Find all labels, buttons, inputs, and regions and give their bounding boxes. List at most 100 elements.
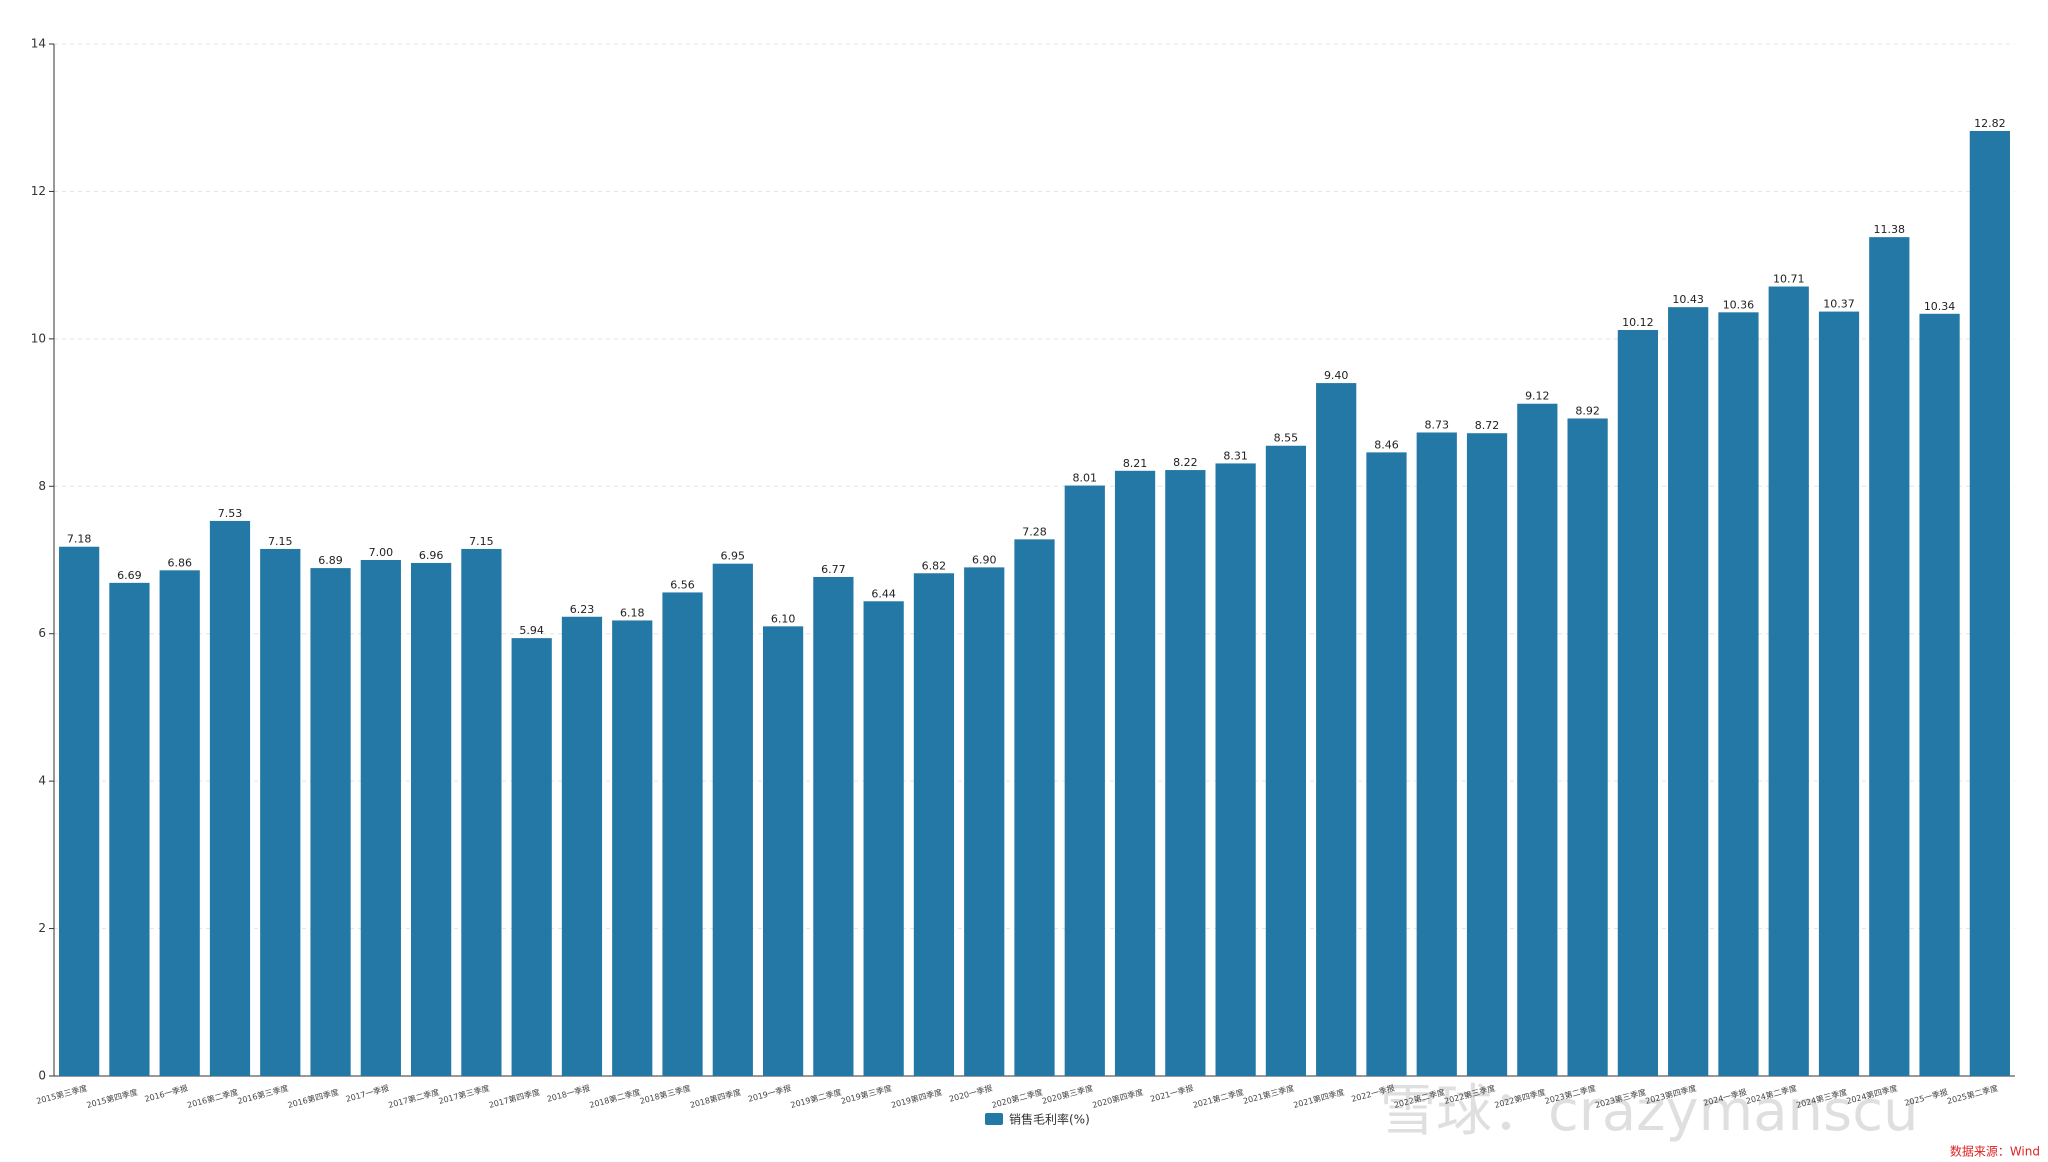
value-label: 7.53 xyxy=(218,507,243,520)
bar xyxy=(360,560,401,1076)
bar xyxy=(1265,445,1307,1076)
y-tick-label: 12 xyxy=(31,184,46,198)
value-label: 6.90 xyxy=(972,553,997,566)
value-label: 6.77 xyxy=(821,563,846,576)
x-tick-label: 2020第四季度 xyxy=(1091,1087,1144,1110)
x-tick-label: 2015第四季度 xyxy=(85,1087,138,1110)
x-tick-label: 2018第四季度 xyxy=(689,1087,742,1110)
x-tick-label: 2016第四季度 xyxy=(287,1087,340,1110)
bar xyxy=(159,570,200,1076)
bar xyxy=(1014,539,1055,1076)
y-tick-label: 4 xyxy=(38,774,46,788)
x-tick-label: 2017第四季度 xyxy=(488,1087,541,1110)
x-tick-label: 2017第三季度 xyxy=(437,1083,490,1106)
y-tick-label: 6 xyxy=(38,626,46,640)
bar xyxy=(913,573,955,1076)
bar xyxy=(411,562,452,1076)
bar xyxy=(813,576,854,1076)
value-label: 7.18 xyxy=(67,533,92,546)
bar xyxy=(260,548,301,1076)
bar xyxy=(1165,470,1206,1076)
value-label: 6.89 xyxy=(318,554,343,567)
value-label: 9.40 xyxy=(1324,369,1349,382)
value-label: 10.12 xyxy=(1622,316,1654,329)
value-label: 7.15 xyxy=(268,535,293,548)
x-tick-label: 2016一季报 xyxy=(143,1083,188,1104)
x-tick-label: 2016第二季度 xyxy=(186,1087,239,1110)
y-tick-label: 0 xyxy=(38,1069,46,1083)
value-label: 6.96 xyxy=(419,549,444,562)
value-label: 8.01 xyxy=(1073,472,1098,485)
value-label: 10.36 xyxy=(1723,298,1755,311)
value-label: 8.46 xyxy=(1374,438,1399,451)
bar xyxy=(1316,383,1357,1077)
bar xyxy=(1114,470,1156,1076)
value-label: 8.21 xyxy=(1123,457,1148,470)
value-label: 6.82 xyxy=(922,559,947,572)
x-tick-label: 2018一季报 xyxy=(546,1083,591,1104)
x-tick-label: 2021第二季度 xyxy=(1192,1087,1245,1110)
bar xyxy=(1466,433,1508,1076)
x-tick-label: 2017第二季度 xyxy=(387,1087,440,1110)
bar xyxy=(1718,312,1759,1076)
bar xyxy=(511,638,552,1076)
bar xyxy=(1869,237,1910,1077)
bar xyxy=(1919,313,1960,1076)
source-note: 数据来源：Wind xyxy=(1950,1144,2040,1159)
bar xyxy=(1768,286,1809,1076)
value-label: 8.92 xyxy=(1575,404,1600,417)
x-tick-label: 2017一季报 xyxy=(345,1083,390,1104)
watermark: 雪球：crazymanscu xyxy=(1380,1079,1918,1144)
value-label: 10.71 xyxy=(1773,273,1805,286)
x-tick-label: 2020第二季度 xyxy=(991,1087,1044,1110)
x-tick-label: 2021第四季度 xyxy=(1292,1087,1345,1110)
bar xyxy=(1818,311,1860,1076)
bar xyxy=(1064,485,1105,1076)
bar xyxy=(964,567,1005,1076)
bar xyxy=(1215,463,1256,1076)
bar xyxy=(1416,432,1457,1077)
x-tick-label: 2015第三季度 xyxy=(35,1083,88,1106)
value-label: 6.86 xyxy=(167,556,192,569)
bar xyxy=(1567,418,1608,1076)
x-tick-label: 2019第二季度 xyxy=(789,1087,842,1110)
value-label: 7.28 xyxy=(1022,525,1047,538)
x-tick-label: 2016第三季度 xyxy=(236,1083,289,1106)
x-tick-label: 2018第三季度 xyxy=(639,1083,692,1106)
value-label: 7.15 xyxy=(469,535,494,548)
value-label: 10.37 xyxy=(1823,298,1855,311)
value-label: 10.34 xyxy=(1924,300,1956,313)
bar xyxy=(762,626,804,1076)
x-tick-label: 2020第三季度 xyxy=(1041,1083,1094,1106)
value-label: 11.38 xyxy=(1874,223,1906,236)
bar xyxy=(209,520,251,1076)
bar xyxy=(1969,130,2010,1077)
value-label: 8.55 xyxy=(1274,432,1299,445)
y-tick-label: 8 xyxy=(38,479,46,493)
bar xyxy=(612,620,653,1076)
value-label: 8.31 xyxy=(1223,449,1248,462)
legend-swatch xyxy=(985,1113,1003,1125)
y-tick-label: 2 xyxy=(38,921,46,935)
value-label: 6.56 xyxy=(670,578,695,591)
y-tick-label: 14 xyxy=(31,37,46,51)
value-label: 9.12 xyxy=(1525,390,1550,403)
bar xyxy=(1668,307,1709,1076)
bar xyxy=(662,592,703,1076)
value-label: 6.95 xyxy=(721,550,746,563)
x-tick-label: 2025第二季度 xyxy=(1946,1083,1999,1106)
bar xyxy=(561,616,603,1076)
bar xyxy=(1517,403,1558,1076)
x-tick-label: 2020一季报 xyxy=(948,1083,993,1104)
bar xyxy=(1366,452,1407,1076)
value-label: 6.23 xyxy=(570,603,595,616)
y-tick-label: 10 xyxy=(31,331,46,345)
value-label: 12.82 xyxy=(1974,117,2006,130)
value-label: 6.10 xyxy=(771,612,796,625)
x-tick-label: 2021一季报 xyxy=(1149,1083,1194,1104)
x-tick-label: 2021第三季度 xyxy=(1242,1083,1295,1106)
value-label: 7.00 xyxy=(369,546,394,559)
bar xyxy=(712,563,753,1076)
value-label: 8.72 xyxy=(1475,419,1500,432)
bar xyxy=(310,568,351,1076)
